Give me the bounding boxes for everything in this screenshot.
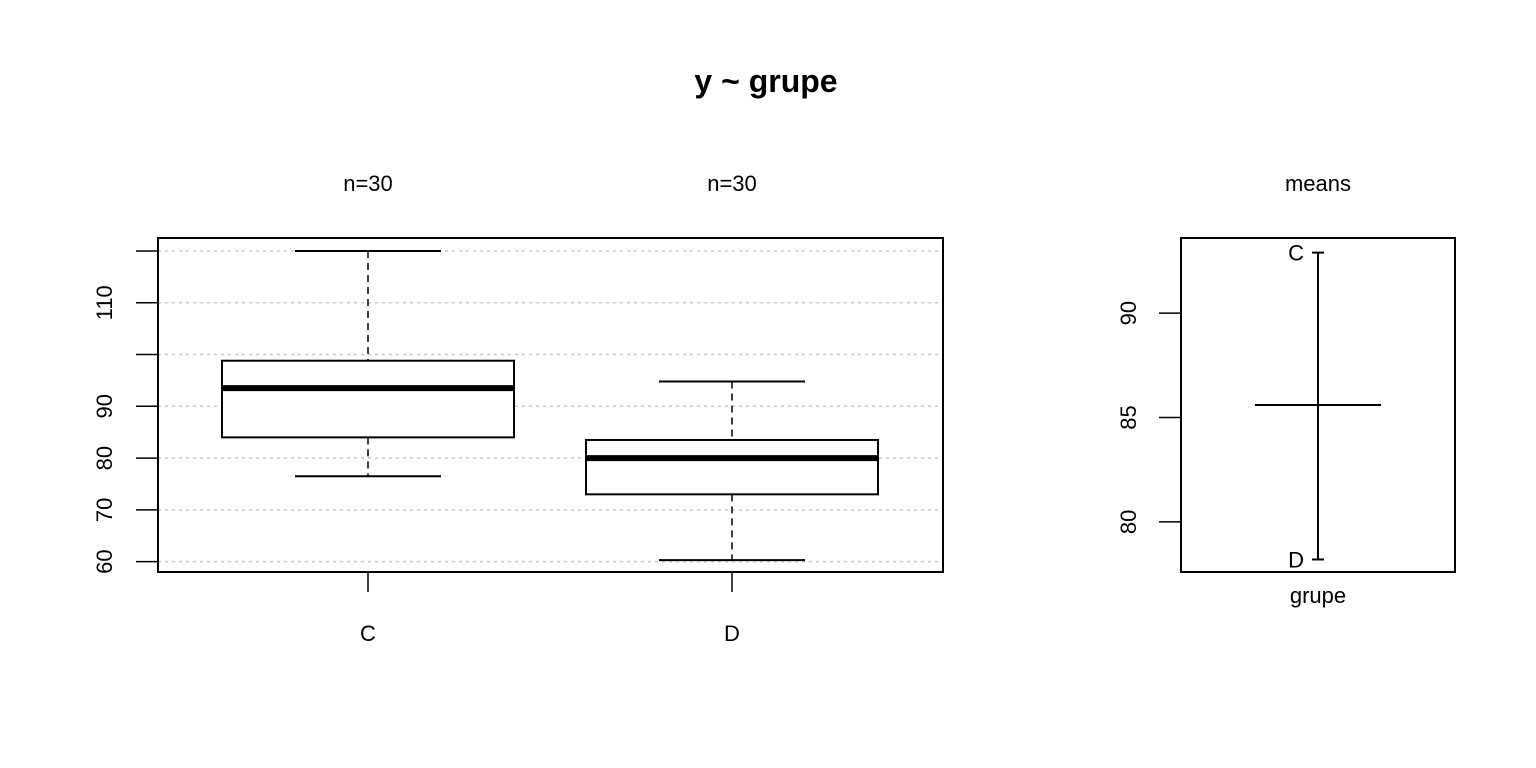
count-label-d: n=30 (707, 171, 757, 196)
means-y-tick-label: 80 (1116, 510, 1141, 534)
y-tick-label: 110 (92, 285, 117, 320)
means-frame (1180, 237, 1456, 573)
box-c (221, 359, 515, 439)
mean-label-d: D (1288, 547, 1304, 572)
mean-label-c: C (1288, 241, 1304, 266)
boxplot-marks (221, 249, 879, 562)
means-y-tick-label: 90 (1116, 301, 1141, 325)
means-y-tick-label: 85 (1116, 405, 1141, 429)
x-tick-label-c: C (360, 621, 376, 646)
boxplot-frame (157, 237, 944, 573)
y-tick-label: 90 (92, 394, 117, 418)
means-marks: CD (1255, 241, 1381, 572)
chart-title: y ~ grupe (694, 63, 837, 99)
count-label-c: n=30 (343, 171, 393, 196)
y-tick-label: 80 (92, 446, 117, 470)
means-x-label: grupe (1290, 583, 1346, 608)
means-y-axis: 80 85 90 (1116, 301, 1182, 534)
box-d (585, 438, 879, 496)
boxplot-y-axis: 60 70 80 90 110 (92, 250, 733, 592)
boxplot-panel: 60 70 80 90 110 n=30 n=30 C D (92, 171, 944, 646)
y-tick-label: 70 (92, 498, 117, 522)
x-tick-label-d: D (724, 621, 740, 646)
boxplot-grid (158, 250, 943, 563)
means-panel-label: means (1285, 171, 1351, 196)
y-tick-label: 60 (92, 549, 117, 573)
